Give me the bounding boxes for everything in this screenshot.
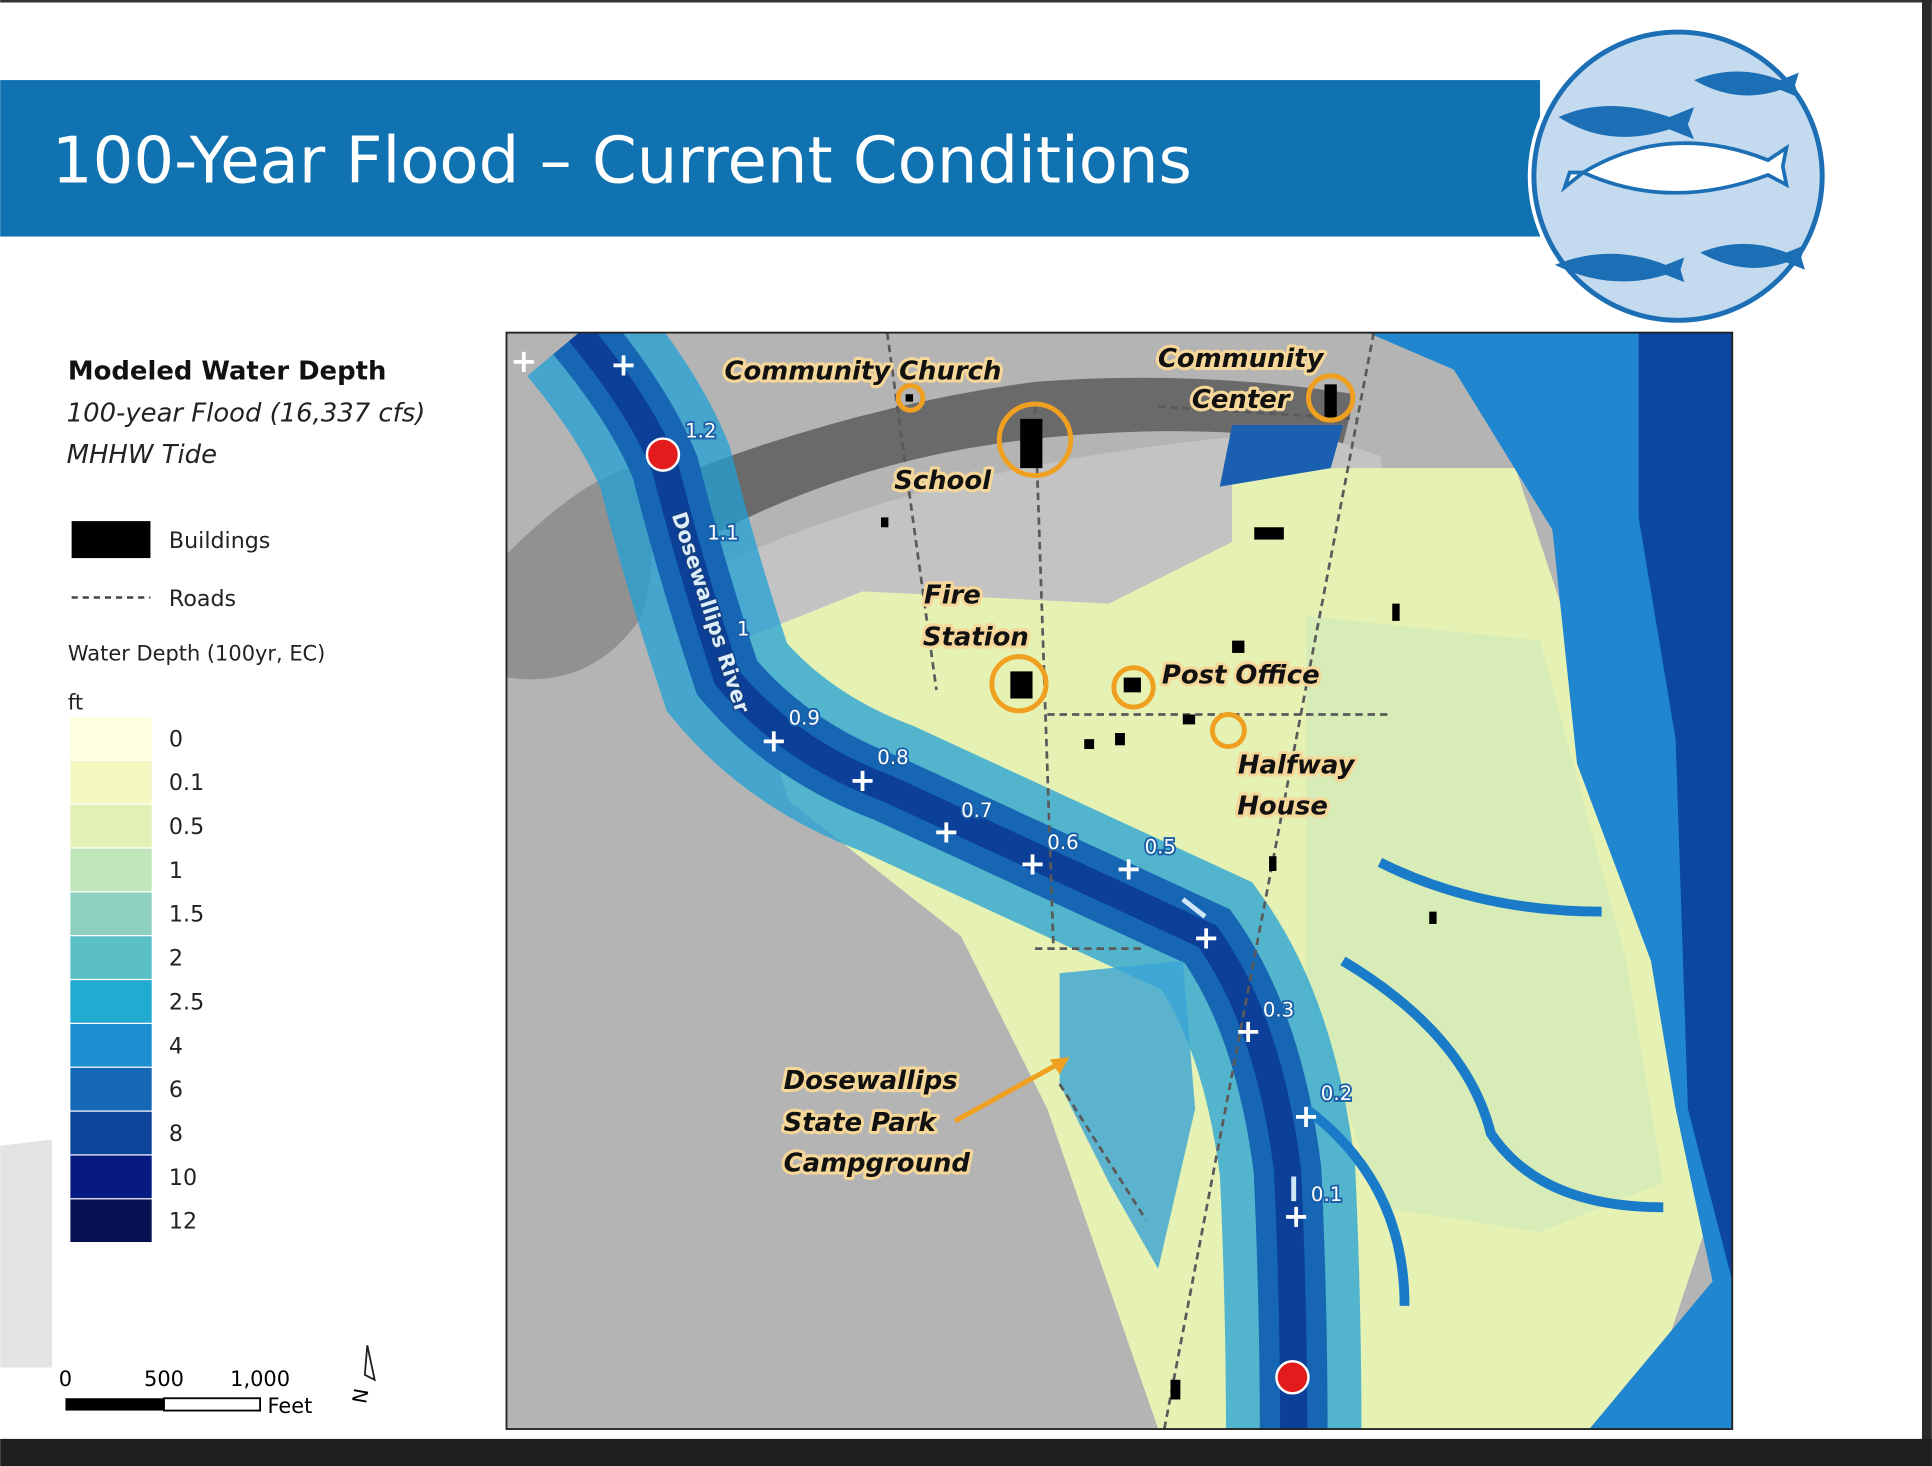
depth-label: 1.5 bbox=[169, 902, 204, 928]
depth-swatch bbox=[70, 1067, 152, 1111]
river-mile: 0.8 bbox=[877, 746, 908, 769]
scale-label: 500 bbox=[144, 1367, 184, 1391]
svg-text:+: + bbox=[1283, 1197, 1310, 1235]
depth-swatch bbox=[70, 892, 152, 936]
depth-label: 1 bbox=[169, 858, 183, 884]
title: 100-Year Flood – Current Conditions bbox=[52, 124, 1192, 198]
svg-text:+: + bbox=[1293, 1097, 1320, 1135]
depth-label: 0.1 bbox=[169, 770, 204, 796]
river-mile: 0.7 bbox=[961, 799, 992, 822]
right-border bbox=[1921, 0, 1932, 1466]
place-label: Center bbox=[1192, 385, 1292, 415]
depth-legend: 0 0.1 0.5 1 1.5 2 2.5 4 6 8 10 12 bbox=[70, 716, 204, 1243]
place-label: Post Office bbox=[1162, 661, 1320, 691]
depth-swatch bbox=[70, 936, 152, 979]
depth-label: 12 bbox=[169, 1209, 197, 1235]
river-mile: 0.2 bbox=[1321, 1082, 1352, 1105]
svg-text:+: + bbox=[933, 813, 960, 851]
depth-swatch bbox=[70, 848, 152, 892]
depth-label: 0 bbox=[169, 726, 183, 752]
legend-item: Roads bbox=[169, 586, 236, 612]
depth-swatch bbox=[70, 1199, 152, 1243]
depth-label: 6 bbox=[169, 1077, 183, 1103]
depth-label: 2.5 bbox=[169, 989, 204, 1015]
legend-subtitle: 100-year Flood (16,337 cfs) bbox=[67, 398, 426, 428]
place-label: Station bbox=[923, 623, 1029, 653]
place-label: Community bbox=[1158, 344, 1325, 374]
svg-text:+: + bbox=[510, 342, 537, 380]
depth-label: 8 bbox=[169, 1121, 183, 1147]
place-label: State Park bbox=[784, 1108, 938, 1138]
depth-swatch bbox=[70, 1023, 152, 1067]
place-label: School bbox=[894, 466, 992, 496]
river-mile: 0.1 bbox=[1311, 1183, 1342, 1206]
depth-label: 2 bbox=[169, 946, 183, 972]
place-label: Halfway bbox=[1238, 751, 1356, 781]
scale-bar: 0 500 1,000 Feet bbox=[59, 1367, 313, 1418]
depth-swatch bbox=[70, 760, 152, 804]
depth-swatch bbox=[70, 1155, 152, 1199]
svg-text:+: + bbox=[1019, 845, 1046, 883]
north-label: N bbox=[348, 1387, 373, 1406]
depth-label: 0.5 bbox=[169, 814, 204, 840]
legend-item: Buildings bbox=[169, 528, 270, 554]
depth-swatch bbox=[70, 716, 152, 760]
depth-swatch bbox=[70, 980, 152, 1023]
north-arrow: N bbox=[348, 1345, 376, 1406]
place-label: Fire bbox=[924, 581, 981, 611]
legend-title: Modeled Water Depth bbox=[68, 356, 386, 386]
place-label: Community Church bbox=[725, 356, 1002, 386]
depth-label: 10 bbox=[169, 1165, 197, 1191]
river-mile: 0.6 bbox=[1047, 831, 1078, 854]
river-mile: 1 bbox=[737, 618, 750, 641]
svg-text:+: + bbox=[610, 346, 637, 384]
background-shape bbox=[0, 1139, 52, 1368]
scale-label: 0 bbox=[59, 1367, 72, 1391]
place-label: Campground bbox=[784, 1149, 971, 1179]
svg-text:+: + bbox=[1115, 850, 1142, 888]
map-frame bbox=[505, 331, 1734, 1430]
depth-unit: ft bbox=[68, 691, 83, 715]
river-mile: 0.9 bbox=[789, 706, 820, 729]
place-label: House bbox=[1237, 791, 1328, 821]
scale-unit: Feet bbox=[267, 1394, 312, 1418]
map: + + + + + + + + + + + bbox=[506, 332, 1733, 1430]
place-label: Dosewallips bbox=[784, 1066, 958, 1096]
river-mile: 1.2 bbox=[685, 419, 716, 442]
depth-swatch bbox=[70, 1111, 152, 1155]
river-mile: 0.5 bbox=[1145, 836, 1176, 859]
svg-text:+: + bbox=[849, 761, 876, 799]
logo bbox=[1527, 25, 1829, 327]
svg-text:+: + bbox=[760, 721, 787, 759]
scale-label: 1,000 bbox=[230, 1367, 290, 1391]
depth-title: Water Depth (100yr, EC) bbox=[68, 641, 325, 665]
river-mile: 0.3 bbox=[1263, 998, 1294, 1021]
bottom-bar bbox=[0, 1438, 1932, 1466]
depth-swatch bbox=[70, 804, 152, 848]
river-mile: 1.1 bbox=[707, 522, 738, 545]
buildings-swatch bbox=[71, 521, 151, 559]
svg-text:+: + bbox=[1235, 1012, 1262, 1050]
legend-subtitle: MHHW Tide bbox=[67, 440, 217, 470]
depth-label: 4 bbox=[169, 1033, 183, 1059]
svg-text:+: + bbox=[1193, 919, 1220, 957]
title-banner bbox=[0, 80, 1541, 237]
